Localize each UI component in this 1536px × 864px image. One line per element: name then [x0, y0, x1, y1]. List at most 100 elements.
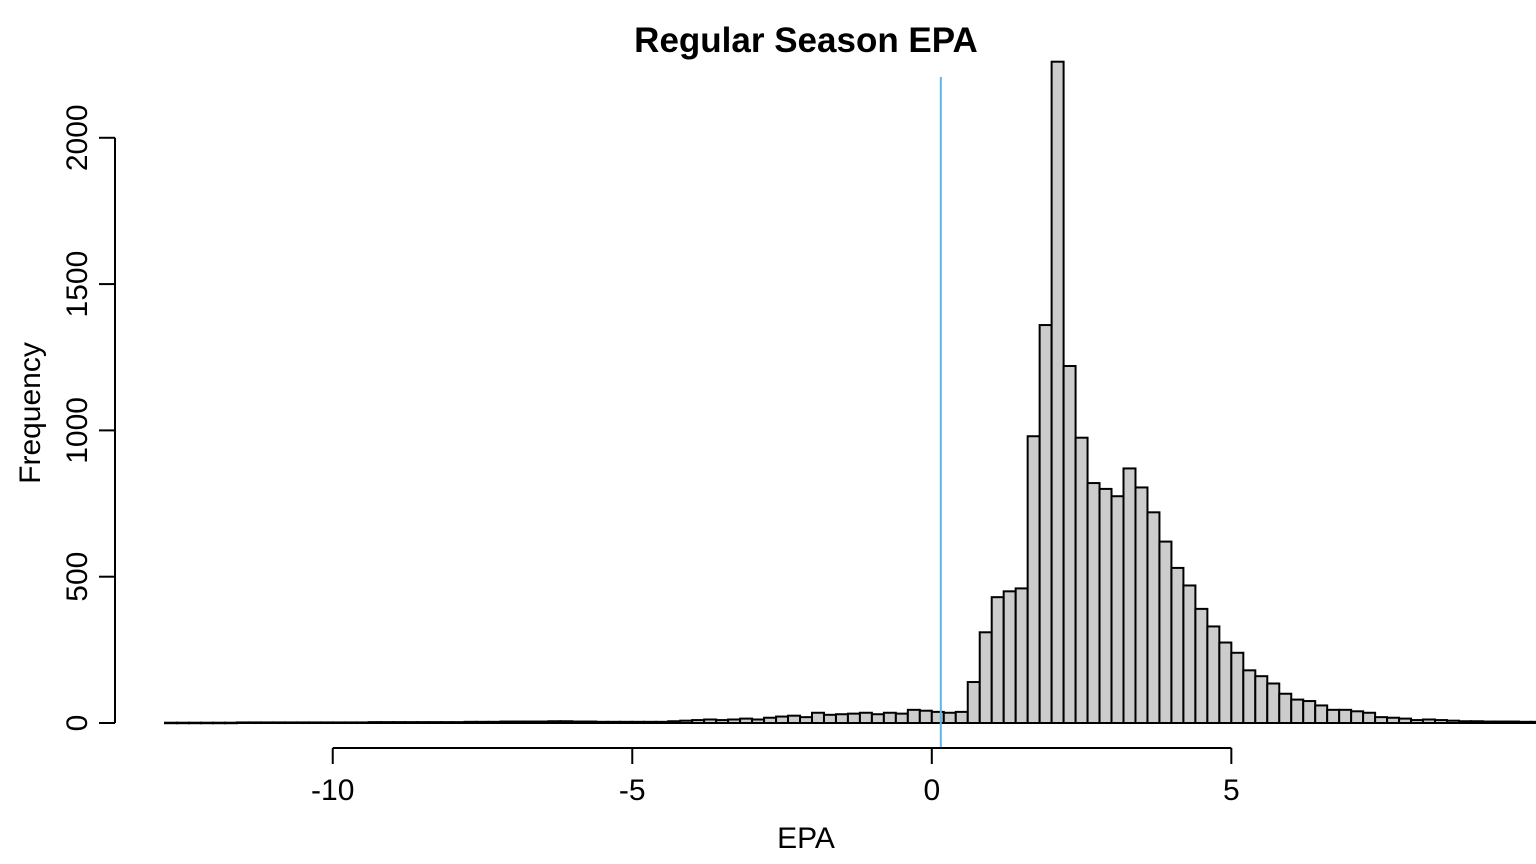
x-tick-label: 0 — [923, 774, 940, 807]
histogram-bar — [631, 720, 646, 725]
histogram-bar — [259, 721, 274, 725]
histogram-bar — [487, 720, 502, 725]
histogram-bar — [1457, 720, 1472, 724]
histogram-bar — [1446, 719, 1460, 724]
histogram-bar — [1302, 700, 1317, 724]
histogram-bar — [379, 721, 394, 725]
y-axis-label: Frequency — [14, 342, 47, 484]
x-ticks: -10 -5 0 5 — [311, 748, 1240, 807]
histogram-bar — [499, 720, 514, 724]
histogram-bar — [966, 681, 981, 725]
histogram-bar — [882, 711, 897, 724]
histogram-bar — [619, 720, 634, 725]
histogram-bar — [439, 721, 454, 725]
histogram-bar — [607, 720, 622, 725]
histogram-bar — [1062, 365, 1077, 724]
histogram-bar — [655, 720, 670, 725]
histogram-bar — [918, 709, 933, 725]
histogram-bar — [463, 720, 478, 725]
histogram-bar — [511, 720, 526, 724]
histogram-bar — [355, 721, 370, 725]
histogram-bar — [1481, 720, 1496, 724]
histogram-bar — [1326, 708, 1341, 724]
histogram-bar — [906, 708, 921, 724]
histogram-bar — [1517, 720, 1532, 725]
y-tick-label: 1000 — [61, 397, 94, 464]
histogram-bar — [763, 716, 778, 724]
histogram-bar — [1146, 511, 1161, 724]
histogram-bar — [211, 721, 226, 725]
histogram-bar — [727, 718, 742, 725]
histogram-bar — [307, 721, 322, 725]
histogram-bar — [1398, 717, 1413, 724]
histogram-bar — [1086, 482, 1101, 725]
histogram-bar — [1278, 692, 1293, 725]
histogram-bar — [247, 721, 262, 725]
histogram-bar — [990, 596, 1005, 725]
histogram-bar — [1182, 584, 1197, 725]
histogram-bar — [295, 721, 310, 725]
histogram-bar — [403, 721, 418, 725]
histogram-bar — [415, 721, 430, 725]
histogram-bar — [559, 720, 574, 724]
histogram-bar — [1110, 495, 1125, 725]
histogram-bar — [1014, 587, 1029, 725]
histogram-bar — [1002, 590, 1017, 725]
chart-title: Regular Season EPA — [634, 21, 978, 60]
y-tick-label: 2000 — [61, 104, 94, 171]
histogram-bar — [930, 710, 945, 724]
histogram-bar — [822, 713, 837, 724]
histogram-bar — [691, 719, 706, 725]
histogram-bar — [846, 712, 861, 725]
histogram-bar — [1505, 720, 1520, 724]
y-tick-label: 500 — [61, 552, 94, 602]
histogram-bar — [319, 721, 334, 725]
histogram-bar — [331, 721, 346, 725]
x-axis-label: EPA — [777, 822, 835, 855]
histogram-bar — [1038, 324, 1053, 724]
histogram-bar — [894, 712, 909, 725]
histogram-bar — [1170, 566, 1185, 725]
histogram-bar — [1374, 716, 1389, 725]
histogram-bar — [343, 721, 358, 725]
histogram-bar — [199, 721, 214, 725]
histogram-bar — [643, 720, 658, 725]
histogram-bar — [1362, 711, 1377, 724]
histogram-bar — [535, 720, 550, 724]
histogram-bar — [451, 721, 466, 725]
histogram-bar — [367, 721, 382, 725]
histogram-bar — [715, 719, 730, 725]
y-axis: 0 500 1000 1500 2000 — [61, 104, 116, 732]
histogram-bar — [1026, 435, 1041, 724]
histogram-bar — [1493, 720, 1508, 724]
x-tick-label: -10 — [311, 774, 354, 807]
histogram-bar — [583, 720, 598, 724]
histogram-bar — [391, 721, 406, 725]
x-tick-label: -5 — [619, 774, 646, 807]
histogram-bar — [1386, 716, 1401, 724]
histogram-bar — [1218, 641, 1233, 724]
histogram-bar — [1290, 698, 1305, 725]
histogram-bar — [1529, 720, 1536, 725]
histogram-bar — [954, 710, 969, 724]
histogram-bar — [1122, 467, 1137, 724]
histogram-bar — [787, 714, 802, 724]
histogram-bar — [834, 713, 849, 725]
histogram-bar — [703, 718, 718, 725]
histogram-bar — [187, 721, 202, 725]
histogram-bar — [810, 711, 825, 724]
histogram-bar — [1254, 675, 1269, 725]
histogram-bar — [175, 721, 190, 725]
histogram-bar — [1266, 682, 1281, 724]
histogram-bar — [1338, 708, 1353, 724]
histogram-bar — [1469, 720, 1484, 724]
histogram-bars — [164, 60, 1536, 725]
histogram-bar — [475, 720, 490, 725]
histogram-bar — [1194, 607, 1209, 725]
y-tick-label: 0 — [61, 715, 94, 732]
histogram-bar — [1158, 540, 1173, 724]
histogram-bar — [775, 715, 790, 725]
histogram-bar — [679, 719, 694, 724]
histogram-bar — [799, 716, 813, 725]
